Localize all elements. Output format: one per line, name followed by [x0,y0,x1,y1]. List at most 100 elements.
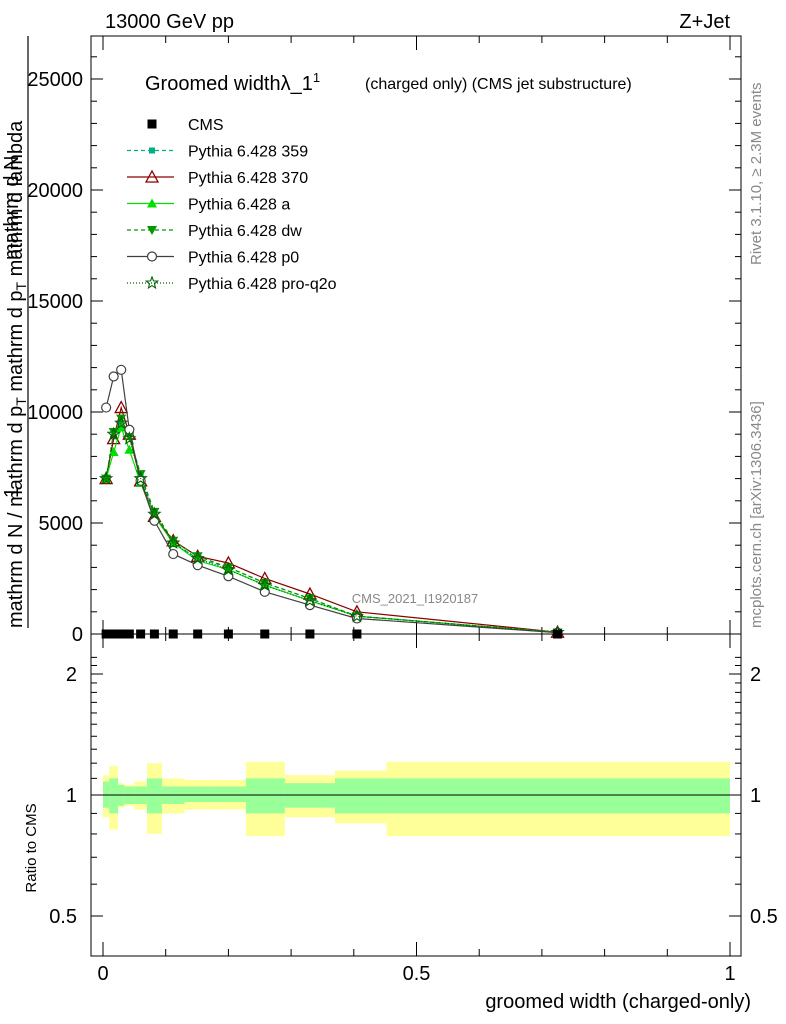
series-marker [114,400,129,414]
rivet-version-label: Rivet 3.1.10, ≥ 2.3M events [748,83,765,266]
legend-marker [144,275,160,290]
x-tick-label: 0 [97,963,108,985]
y-tick-label-main: 25000 [27,69,83,91]
cms-data-point [109,629,119,639]
y-tick-label-ratio-right: 0.5 [750,906,778,928]
header-energy-label: 13000 GeV pp [105,11,234,33]
y-label-denominator-sub: T [13,397,29,406]
series-marker [223,563,234,573]
series-marker [259,578,270,588]
series-line [105,421,558,633]
cms-data-point [101,629,111,639]
series-line [105,417,558,633]
series-marker [116,422,127,432]
cms-data-point [260,629,270,639]
cms-data-points [101,629,563,639]
ratio-band-inner [184,786,211,803]
legend-label: Pythia 6.428 370 [188,170,308,187]
legend-label: Pythia 6.428 p0 [188,250,299,267]
series-marker [147,506,162,521]
cms-data-point [168,629,178,639]
cms-data-point [352,629,362,639]
y-label-numerator-sub: T [13,281,29,290]
y-tick-label-ratio: 1 [66,785,77,807]
series-marker [106,426,121,441]
y-tick-label-main: 5000 [39,513,84,535]
y-tick-label-main: 20000 [27,180,83,202]
series-marker [114,415,129,430]
legend-marker [146,251,158,262]
series-marker [149,507,160,517]
y-axis-label-dn: mathrm d N [1,156,23,260]
series-marker [349,608,365,623]
series-marker [116,364,127,375]
y-axis-label-one: 1 [1,487,23,498]
series-marker [122,431,137,445]
chart-title: Groomed widthλ_11 [145,70,320,95]
ratio-band-inner [245,778,285,814]
series-marker [135,470,146,480]
legend-label: Pythia 6.428 a [188,197,290,214]
y-tick-label-ratio: 0.5 [49,906,77,928]
ratio-bands [103,761,730,837]
series-marker [108,446,119,456]
series-line [105,405,558,633]
y-tick-label-ratio-right: 2 [750,664,761,686]
y-tick-label-main: 0 [72,624,83,646]
y-axis-label-main-text: mathrm d N / mathrm d pT mathrm d pT mat… [5,120,29,628]
legend-marker [147,119,157,129]
cms-data-point [223,629,233,639]
series-marker [221,562,236,576]
series-marker [108,371,119,382]
legend-marker [147,226,157,235]
cms-data-point [136,629,146,639]
y-label-numerator-end: mathrm d lambda [5,120,27,282]
series-marker [257,577,272,592]
ratio-band-inner [386,778,730,814]
cms-data-point [193,629,203,639]
y-axis-label-main: mathrm d N / mathrm d pT mathrm d pT mat… [1,120,29,628]
legend-marker [149,147,155,154]
x-axis-label: groomed width (charged-only) [485,991,751,1013]
series-marker [168,536,179,546]
series-marker [98,471,114,485]
cms-data-point [116,629,126,639]
series-marker [166,535,181,550]
chart-title-text: Groomed width [145,73,281,95]
ratio-band-inner [210,786,246,803]
analysis-label: CMS_2021_I1920187 [352,591,479,606]
series-marker [190,551,205,565]
series-lines [98,364,565,639]
series-marker [168,548,179,560]
ratio-band-inner [334,778,387,814]
series-marker [108,427,119,437]
legend-label: Pythia 6.428 pro-q2o [188,276,337,293]
series-marker [192,552,203,562]
series-marker [302,593,318,607]
axis-ticks: 0 5000 10000 15000 20000 25000 0 0.5 1 0.5 0.5 1 1 2 2 [27,36,778,985]
series-marker [116,414,127,424]
legend-marker [144,169,160,183]
legend-label: Pythia 6.428 359 [188,144,308,161]
y-axis-label-ratio: Ratio to CMS [23,803,40,892]
chart-title-symbol: λ_1 [281,73,313,95]
ratio-band-inner [146,778,162,814]
y-tick-label-ratio: 2 [66,664,77,686]
series-marker [304,594,315,604]
series-line [105,368,558,634]
x-tick-label: 0.5 [403,963,431,985]
y-tick-label-main: 10000 [27,402,83,424]
y-tick-label-ratio-right: 1 [750,785,761,807]
y-tick-label-main: 15000 [27,291,83,313]
y-label-numerator: mathrm d p [5,290,27,397]
series-marker [124,432,135,442]
cms-data-point [305,629,315,639]
series-line [105,425,558,633]
series-marker [101,402,112,413]
series-line [105,421,558,633]
cms-data-point [553,629,563,639]
series-marker [124,444,135,454]
y-label-denominator: mathrm d N / mathrm d p [5,406,27,628]
legend-label: Pythia 6.428 dw [188,223,302,240]
